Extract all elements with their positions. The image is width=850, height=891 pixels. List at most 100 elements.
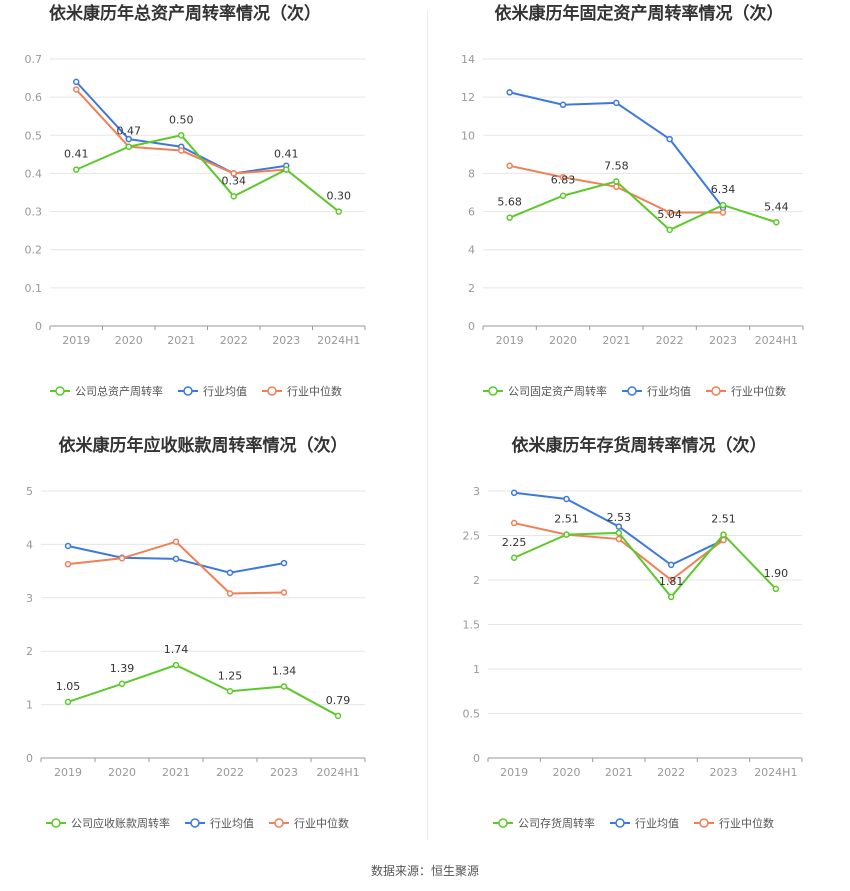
data-point-avg [73, 78, 80, 86]
x-tick-label: 2023 [272, 334, 300, 347]
x-tick-label: 2022 [656, 334, 684, 347]
data-label: 2.53 [607, 511, 632, 524]
x-tick-label: 2024H1 [755, 334, 798, 347]
data-point-company [613, 178, 620, 185]
data-point-company [772, 585, 780, 593]
y-tick-label: 5 [26, 485, 33, 498]
data-point-median [719, 209, 727, 216]
legend-label: 行业中位数 [719, 816, 774, 830]
data-label: 0.34 [222, 174, 247, 187]
chart-title: 依米康历年存货周转率情况（次） [512, 435, 767, 456]
legend-swatch-marker [190, 818, 200, 828]
data-point-median [280, 589, 288, 596]
data-point-avg [280, 559, 288, 567]
chart-receivables-turnover: 依米康历年应收账款周转率情况（次） 0 1 2 3 4 5 2019 2020 2021 2022 2… [26, 435, 366, 830]
x-tick-label: 2019 [500, 766, 528, 779]
data-label: 0.50 [169, 113, 194, 126]
data-point-company [510, 554, 518, 561]
data-point-median [667, 576, 675, 584]
legend-swatch-marker [615, 818, 625, 828]
data-label: 1.90 [764, 567, 789, 580]
data-point-median [178, 147, 185, 154]
y-tick-label: 0 [473, 752, 480, 765]
y-tick-label: 10 [461, 129, 475, 142]
y-tick-label: 4 [26, 538, 33, 551]
y-tick-label: 0 [26, 752, 33, 765]
y-tick-label: 0.2 [25, 244, 43, 257]
y-tick-label: 0.3 [25, 206, 43, 219]
data-point-avg [64, 542, 72, 550]
x-tick-label: 2021 [605, 766, 633, 779]
y-tick-label: 0.4 [25, 167, 43, 180]
data-point-median [510, 519, 518, 527]
y-tick-label: 0 [468, 320, 475, 333]
y-tick-label: 0.7 [25, 53, 43, 66]
data-point-avg [506, 89, 513, 96]
series-line-company [513, 531, 777, 599]
data-point-company [178, 132, 185, 139]
legend-swatch-marker [498, 818, 508, 828]
legend-swatch-marker [711, 386, 721, 396]
data-label: 0.79 [326, 694, 351, 707]
y-tick-label: 0.6 [25, 91, 43, 104]
series-line-median [67, 540, 285, 595]
x-tick-label: 2020 [115, 334, 143, 347]
data-point-median [615, 535, 623, 543]
data-label: 2.51 [554, 513, 579, 526]
data-label: 1.25 [218, 669, 243, 682]
data-point-company [64, 698, 72, 706]
data-label: 0.30 [327, 190, 352, 203]
data-point-company [667, 593, 675, 601]
legend-swatch-marker [488, 386, 498, 396]
data-point-company [334, 712, 342, 720]
chart-panel-fixed-asset-turnover: 依米康历年固定资产周转率情况（次） 0 2 4 6 8 10 12 14 2019 2020 2021… [425, 0, 850, 432]
x-tick-label: 2020 [549, 334, 577, 347]
chart-panel-receivables-turnover: 依米康历年应收账款周转率情况（次） 0 1 2 3 4 5 2019 2020 2021 2022 2… [0, 432, 425, 864]
legend-swatch-marker [183, 386, 193, 396]
data-point-avg [615, 523, 623, 530]
chart-total-asset-turnover: 依米康历年总资产周转率情况（次） 0 0.1 0.2 0.3 0.4 0.5 0.6 0.7 20… [25, 3, 366, 398]
legend-label: 行业中位数 [294, 816, 349, 830]
chart-panel-inventory-turnover: 依米康历年存货周转率情况（次） 0 0.5 1 1.5 2 2.5 3 2019 2020 2021… [425, 432, 850, 864]
legend-label: 行业均值 [635, 817, 679, 830]
legend-label: 公司总资产周转率 [75, 384, 163, 398]
y-tick-label: 2 [473, 574, 480, 587]
data-label: 1.34 [272, 664, 297, 677]
data-point-company [720, 531, 727, 538]
data-point-avg [563, 495, 570, 503]
data-point-avg [666, 135, 673, 143]
data-source-label: 数据来源：恒生聚源 [370, 864, 479, 878]
data-point-company [283, 166, 290, 173]
x-tick-label: 2022 [657, 766, 685, 779]
y-tick-label: 0.5 [25, 129, 43, 142]
data-point-company [615, 529, 623, 537]
data-point-company [226, 688, 234, 695]
data-point-median [613, 183, 620, 191]
chart-title: 依米康历年应收账款周转率情况（次） [59, 435, 348, 456]
legend-swatch-marker [267, 386, 277, 396]
x-tick-label: 2024H1 [754, 766, 797, 779]
series-line-median [75, 88, 287, 175]
chart-title: 依米康历年固定资产周转率情况（次） [495, 3, 784, 24]
data-label: 1.39 [110, 662, 135, 675]
data-point-company [335, 208, 342, 215]
data-point-median [73, 86, 80, 93]
x-tick-label: 2021 [167, 334, 195, 347]
data-label: 1.81 [659, 575, 684, 588]
data-label: 5.44 [764, 200, 789, 213]
x-tick-label: 2021 [162, 766, 190, 779]
data-point-avg [510, 489, 518, 497]
data-point-company [230, 193, 237, 200]
series-line-avg [75, 81, 287, 175]
series-line-company [67, 664, 339, 717]
data-label: 2.25 [502, 536, 527, 549]
data-point-company [506, 214, 513, 221]
data-label: 7.58 [604, 159, 629, 172]
y-tick-label: 3 [26, 592, 33, 605]
data-point-median [64, 560, 72, 568]
y-tick-label: 6 [468, 206, 475, 219]
data-point-median [118, 555, 126, 562]
x-tick-label: 2019 [496, 334, 524, 347]
x-tick-label: 2020 [553, 766, 581, 779]
